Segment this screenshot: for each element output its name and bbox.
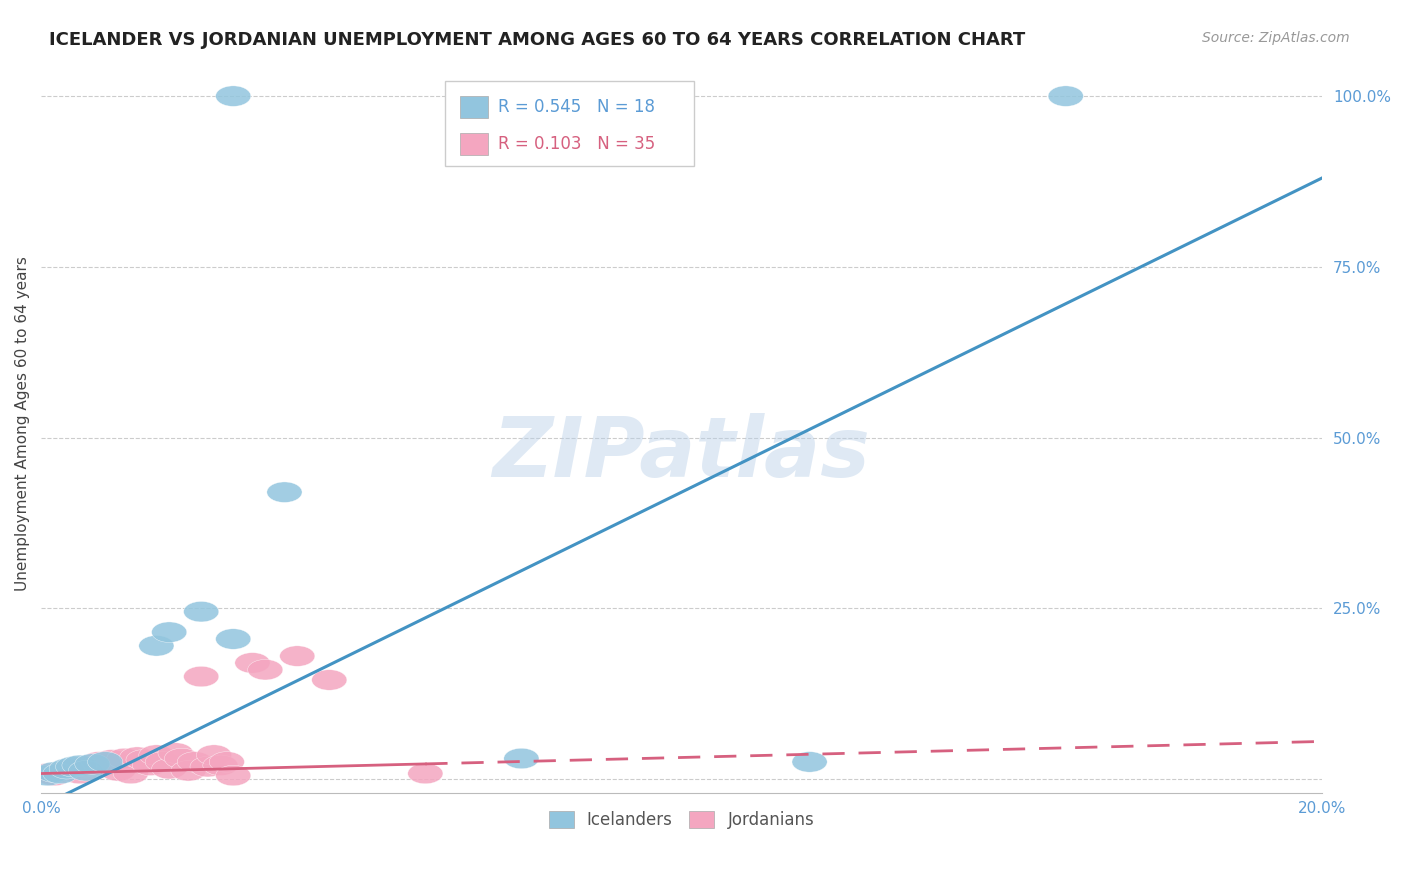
Ellipse shape	[247, 659, 283, 680]
Ellipse shape	[170, 761, 207, 781]
Ellipse shape	[87, 752, 122, 772]
Ellipse shape	[157, 743, 193, 764]
Ellipse shape	[165, 748, 200, 769]
Ellipse shape	[75, 754, 110, 774]
Ellipse shape	[139, 636, 174, 657]
Ellipse shape	[132, 756, 167, 775]
Ellipse shape	[127, 749, 162, 770]
Ellipse shape	[184, 666, 219, 687]
Text: R = 0.103   N = 35: R = 0.103 N = 35	[498, 135, 655, 153]
Ellipse shape	[107, 748, 142, 769]
Ellipse shape	[69, 761, 104, 781]
Ellipse shape	[267, 482, 302, 502]
Ellipse shape	[152, 758, 187, 779]
Ellipse shape	[190, 756, 225, 777]
Ellipse shape	[37, 765, 72, 786]
FancyBboxPatch shape	[460, 133, 488, 154]
Ellipse shape	[87, 754, 122, 774]
Ellipse shape	[215, 86, 250, 106]
Ellipse shape	[94, 749, 129, 770]
Ellipse shape	[75, 756, 110, 775]
Ellipse shape	[215, 765, 250, 786]
Text: ZIPatlas: ZIPatlas	[492, 413, 870, 494]
Text: Source: ZipAtlas.com: Source: ZipAtlas.com	[1202, 31, 1350, 45]
Text: ICELANDER VS JORDANIAN UNEMPLOYMENT AMONG AGES 60 TO 64 YEARS CORRELATION CHART: ICELANDER VS JORDANIAN UNEMPLOYMENT AMON…	[49, 31, 1025, 49]
Ellipse shape	[408, 764, 443, 784]
Ellipse shape	[82, 752, 117, 772]
Ellipse shape	[42, 762, 77, 782]
Ellipse shape	[30, 764, 65, 784]
Ellipse shape	[202, 756, 238, 775]
Ellipse shape	[215, 629, 250, 649]
Ellipse shape	[100, 761, 135, 781]
Ellipse shape	[55, 756, 91, 777]
Ellipse shape	[112, 764, 149, 784]
Ellipse shape	[30, 765, 65, 786]
Text: R = 0.545   N = 18: R = 0.545 N = 18	[498, 98, 655, 116]
Ellipse shape	[37, 762, 72, 782]
Ellipse shape	[69, 756, 104, 777]
Ellipse shape	[49, 758, 84, 779]
FancyBboxPatch shape	[460, 95, 488, 118]
Ellipse shape	[139, 745, 174, 765]
Ellipse shape	[62, 756, 97, 775]
Ellipse shape	[197, 745, 232, 765]
Ellipse shape	[184, 601, 219, 622]
Ellipse shape	[55, 758, 91, 779]
Ellipse shape	[503, 748, 538, 769]
Ellipse shape	[280, 646, 315, 666]
Ellipse shape	[177, 752, 212, 772]
Legend: Icelanders, Jordanians: Icelanders, Jordanians	[541, 805, 821, 836]
FancyBboxPatch shape	[444, 81, 695, 166]
Ellipse shape	[792, 752, 827, 772]
Ellipse shape	[49, 761, 84, 781]
Ellipse shape	[1047, 86, 1084, 106]
Ellipse shape	[145, 752, 180, 772]
Ellipse shape	[62, 764, 97, 784]
Y-axis label: Unemployment Among Ages 60 to 64 years: Unemployment Among Ages 60 to 64 years	[15, 257, 30, 591]
Ellipse shape	[235, 653, 270, 673]
Ellipse shape	[312, 670, 347, 690]
Ellipse shape	[209, 752, 245, 772]
Ellipse shape	[42, 764, 77, 784]
Ellipse shape	[152, 622, 187, 642]
Ellipse shape	[120, 747, 155, 767]
